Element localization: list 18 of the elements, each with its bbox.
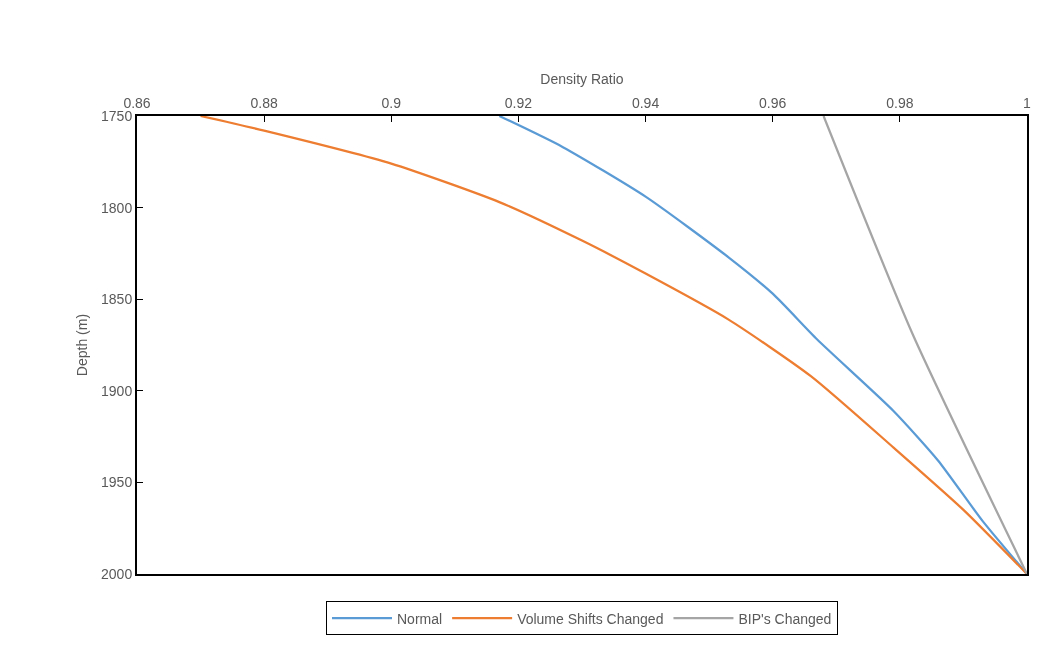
legend-label: BIP's Changed — [738, 610, 832, 627]
x-tick-label: 0.9 — [381, 95, 402, 112]
x-axis-title: Density Ratio — [540, 70, 624, 87]
y-tick-label: 1900 — [101, 382, 133, 399]
y-tick-label: 1800 — [101, 199, 133, 216]
legend-label: Normal — [397, 610, 443, 627]
x-tick-label: 0.92 — [504, 95, 533, 112]
y-axis-title: Depth (m) — [74, 313, 91, 377]
y-tick-label: 1950 — [101, 474, 133, 491]
x-tick-label: 0.96 — [759, 95, 787, 112]
x-tick-label: 0.88 — [250, 95, 278, 112]
x-tick-label: 0.98 — [886, 95, 914, 112]
x-tick-label: 0.94 — [631, 95, 660, 112]
x-tick-label: 1 — [1023, 95, 1032, 112]
legend-label: Volume Shifts Changed — [517, 610, 664, 627]
y-tick-label: 1850 — [101, 291, 133, 308]
line-series — [199, 116, 1027, 574]
y-tick-label: 2000 — [101, 565, 133, 582]
